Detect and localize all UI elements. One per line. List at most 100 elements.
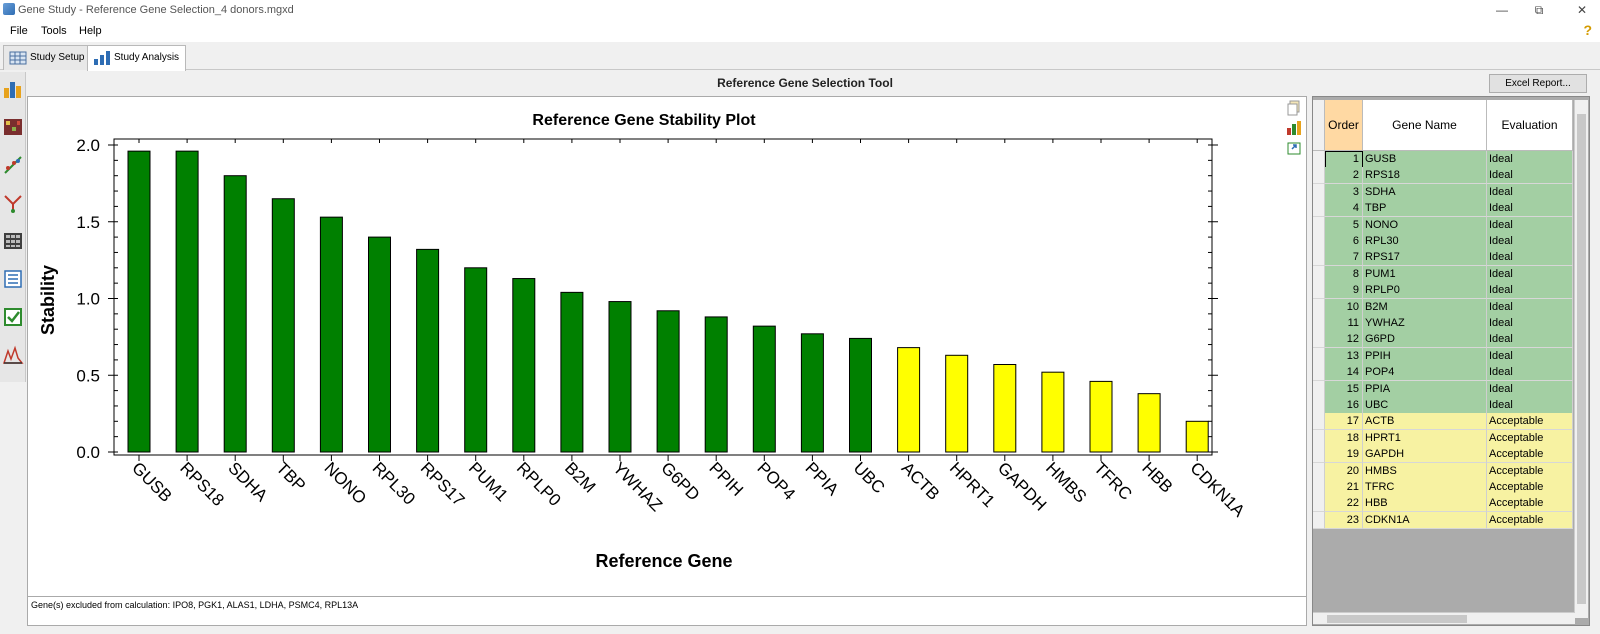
- table-row[interactable]: 19 GAPDH Acceptable: [1313, 446, 1573, 464]
- gene-name-cell[interactable]: SDHA: [1363, 183, 1487, 201]
- gene-name-cell[interactable]: B2M: [1363, 298, 1487, 316]
- menu-tools[interactable]: Tools: [41, 25, 67, 37]
- evaluation-cell[interactable]: Ideal: [1487, 380, 1573, 398]
- order-cell[interactable]: 23: [1325, 511, 1363, 529]
- column-header-gene-name[interactable]: Gene Name: [1363, 100, 1487, 151]
- export-icon[interactable]: [1286, 140, 1302, 156]
- column-header-evaluation[interactable]: Evaluation: [1487, 100, 1573, 151]
- table-row[interactable]: 14 POP4 Ideal: [1313, 364, 1573, 382]
- table-row[interactable]: 8 PUM1 Ideal: [1313, 265, 1573, 283]
- scroll-thumb[interactable]: [1327, 615, 1467, 623]
- evaluation-cell[interactable]: Acceptable: [1487, 511, 1573, 529]
- list-tool-button[interactable]: [2, 262, 24, 296]
- row-selector[interactable]: [1313, 216, 1325, 234]
- excel-report-button[interactable]: Excel Report...: [1489, 74, 1587, 93]
- gene-name-cell[interactable]: PPIA: [1363, 380, 1487, 398]
- gene-name-cell[interactable]: YWHAZ: [1363, 315, 1487, 332]
- evaluation-cell[interactable]: Acceptable: [1487, 462, 1573, 480]
- heatmap-tool-button[interactable]: [2, 110, 24, 144]
- table-row[interactable]: 1 GUSB Ideal: [1313, 151, 1573, 168]
- table-row[interactable]: 10 B2M Ideal: [1313, 298, 1573, 316]
- evaluation-cell[interactable]: Acceptable: [1487, 446, 1573, 464]
- order-cell[interactable]: 7: [1325, 249, 1363, 267]
- evaluation-cell[interactable]: Ideal: [1487, 298, 1573, 316]
- evaluation-cell[interactable]: Acceptable: [1487, 479, 1573, 496]
- gene-name-cell[interactable]: RPS18: [1363, 167, 1487, 185]
- column-header-order[interactable]: Order: [1325, 100, 1363, 151]
- gene-name-cell[interactable]: UBC: [1363, 397, 1487, 414]
- gene-name-cell[interactable]: ACTB: [1363, 413, 1487, 431]
- table-row[interactable]: 13 PPIH Ideal: [1313, 347, 1573, 365]
- gene-name-cell[interactable]: CDKN1A: [1363, 511, 1487, 529]
- bar-chart-tool-button[interactable]: [2, 72, 24, 106]
- evaluation-cell[interactable]: Ideal: [1487, 331, 1573, 349]
- table-row[interactable]: 16 UBC Ideal: [1313, 397, 1573, 414]
- order-cell[interactable]: 3: [1325, 183, 1363, 201]
- table-row[interactable]: 20 HMBS Acceptable: [1313, 462, 1573, 480]
- table-tool-button[interactable]: [2, 224, 24, 258]
- row-selector[interactable]: [1313, 298, 1325, 316]
- table-row[interactable]: 5 NONO Ideal: [1313, 216, 1573, 234]
- row-selector[interactable]: [1313, 511, 1325, 529]
- row-selector[interactable]: [1313, 446, 1325, 464]
- table-row[interactable]: 12 G6PD Ideal: [1313, 331, 1573, 349]
- order-cell[interactable]: 2: [1325, 167, 1363, 185]
- tab-study-setup[interactable]: Study Setup: [3, 45, 92, 70]
- histogram-tool-button[interactable]: [2, 338, 24, 372]
- gene-name-cell[interactable]: NONO: [1363, 216, 1487, 234]
- order-cell[interactable]: 20: [1325, 462, 1363, 480]
- gene-name-cell[interactable]: G6PD: [1363, 331, 1487, 349]
- gene-name-cell[interactable]: HBB: [1363, 495, 1487, 513]
- close-button[interactable]: ✕: [1576, 3, 1588, 17]
- evaluation-cell[interactable]: Ideal: [1487, 249, 1573, 267]
- gene-name-cell[interactable]: RPL30: [1363, 233, 1487, 250]
- order-cell[interactable]: 17: [1325, 413, 1363, 431]
- menu-help[interactable]: Help: [79, 25, 102, 37]
- order-cell[interactable]: 16: [1325, 397, 1363, 414]
- evaluation-cell[interactable]: Ideal: [1487, 282, 1573, 300]
- gene-name-cell[interactable]: HMBS: [1363, 462, 1487, 480]
- table-row[interactable]: 3 SDHA Ideal: [1313, 183, 1573, 201]
- horizontal-scrollbar[interactable]: [1313, 612, 1575, 624]
- table-row[interactable]: 21 TFRC Acceptable: [1313, 479, 1573, 496]
- vertical-scrollbar[interactable]: [1574, 100, 1588, 618]
- evaluation-cell[interactable]: Ideal: [1487, 216, 1573, 234]
- row-selector[interactable]: [1313, 282, 1325, 300]
- evaluation-cell[interactable]: Ideal: [1487, 397, 1573, 414]
- row-selector[interactable]: [1313, 331, 1325, 349]
- scroll-thumb[interactable]: [1577, 114, 1586, 604]
- order-cell[interactable]: 8: [1325, 265, 1363, 283]
- table-row[interactable]: 11 YWHAZ Ideal: [1313, 315, 1573, 332]
- table-row[interactable]: 6 RPL30 Ideal: [1313, 233, 1573, 250]
- row-selector[interactable]: [1313, 462, 1325, 480]
- gene-name-cell[interactable]: GAPDH: [1363, 446, 1487, 464]
- gene-name-cell[interactable]: GUSB: [1363, 151, 1487, 168]
- row-selector[interactable]: [1313, 183, 1325, 201]
- order-cell[interactable]: 21: [1325, 479, 1363, 496]
- row-selector[interactable]: [1313, 249, 1325, 267]
- menu-file[interactable]: File: [10, 25, 28, 37]
- order-cell[interactable]: 19: [1325, 446, 1363, 464]
- evaluation-cell[interactable]: Ideal: [1487, 315, 1573, 332]
- gene-name-cell[interactable]: PUM1: [1363, 265, 1487, 283]
- table-row[interactable]: 18 HPRT1 Acceptable: [1313, 429, 1573, 447]
- minimize-button[interactable]: —: [1496, 3, 1508, 17]
- order-cell[interactable]: 6: [1325, 233, 1363, 250]
- table-row[interactable]: 17 ACTB Acceptable: [1313, 413, 1573, 431]
- gene-name-cell[interactable]: PPIH: [1363, 347, 1487, 365]
- evaluation-cell[interactable]: Ideal: [1487, 167, 1573, 185]
- order-cell[interactable]: 10: [1325, 298, 1363, 316]
- table-row[interactable]: 7 RPS17 Ideal: [1313, 249, 1573, 267]
- restore-button[interactable]: ⧉: [1534, 3, 1544, 17]
- row-selector[interactable]: [1313, 364, 1325, 382]
- evaluation-cell[interactable]: Acceptable: [1487, 429, 1573, 447]
- row-selector[interactable]: [1313, 413, 1325, 431]
- row-selector[interactable]: [1313, 315, 1325, 332]
- row-selector[interactable]: [1313, 151, 1325, 168]
- evaluation-cell[interactable]: Ideal: [1487, 233, 1573, 250]
- order-cell[interactable]: 13: [1325, 347, 1363, 365]
- evaluation-cell[interactable]: Ideal: [1487, 364, 1573, 382]
- row-selector[interactable]: [1313, 167, 1325, 185]
- checkbox-tool-button[interactable]: [2, 300, 24, 334]
- table-row[interactable]: 15 PPIA Ideal: [1313, 380, 1573, 398]
